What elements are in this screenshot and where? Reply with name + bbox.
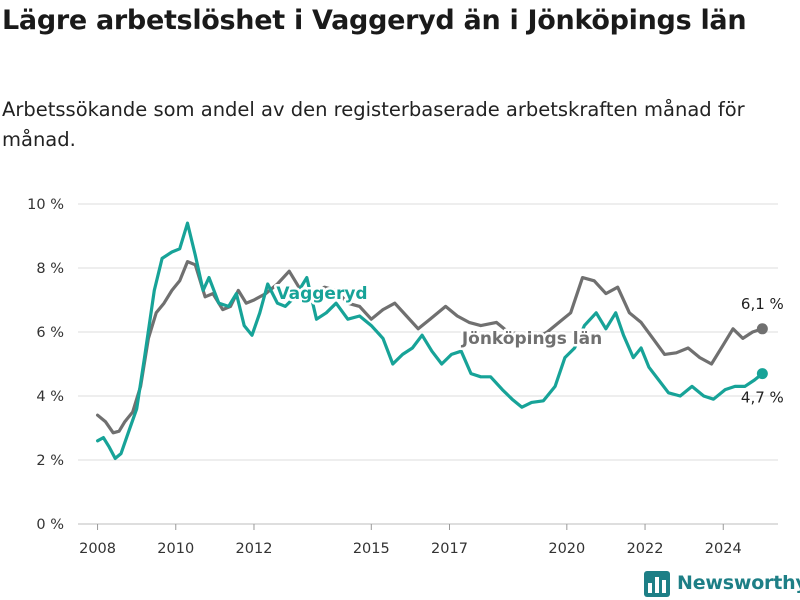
series-name-jonkopings-lan: Jönköpings län <box>461 329 602 349</box>
x-tick-label: 2022 <box>627 541 664 557</box>
chart-subtitle: Arbetssökande som andel av den registerb… <box>2 98 745 151</box>
y-axis: 0 % 2 % 4 % 6 % 8 % 10 % <box>27 197 64 533</box>
x-tick-label: 2017 <box>431 541 468 557</box>
grid-lines <box>78 203 778 525</box>
end-label-jonkopings-lan: 6,1 % <box>741 295 784 313</box>
x-tick-label: 2020 <box>548 541 585 557</box>
y-tick-label: 6 % <box>36 325 64 341</box>
y-tick-label: 8 % <box>36 261 64 277</box>
y-tick-label: 2 % <box>36 453 64 469</box>
end-point-vaggeryd <box>756 368 768 380</box>
chart-title: Lägre arbetslöshet i Vaggeryd än i Jönkö… <box>2 5 747 36</box>
end-point-jonkopings-lan <box>756 323 768 335</box>
series-lines <box>96 221 768 460</box>
y-tick-label: 0 % <box>36 517 64 533</box>
x-tick-label: 2015 <box>353 541 390 557</box>
series-line-jonkopings-lan <box>96 260 764 435</box>
x-tick-label: 2008 <box>79 541 116 557</box>
bar-chart-logo-icon <box>644 571 670 597</box>
x-axis: 2008 2010 2012 2015 2017 2020 2022 2024 <box>79 524 742 557</box>
y-tick-label: 10 % <box>27 197 64 213</box>
end-label-vaggeryd: 4,7 % <box>741 389 784 407</box>
x-tick-label: 2024 <box>705 541 742 557</box>
x-tick-label: 2012 <box>236 541 273 557</box>
series-name-vaggeryd: Vaggeryd <box>276 284 367 304</box>
series-line-vaggeryd <box>96 221 764 460</box>
brand-name: Newsworthy <box>677 572 800 594</box>
newsworthy-logo: Newsworthy <box>644 568 800 598</box>
series-labels: 6,1 % 4,7 % Vaggeryd Jönköpings län <box>274 282 784 407</box>
y-tick-label: 4 % <box>36 389 64 405</box>
x-tick-label: 2010 <box>157 541 194 557</box>
